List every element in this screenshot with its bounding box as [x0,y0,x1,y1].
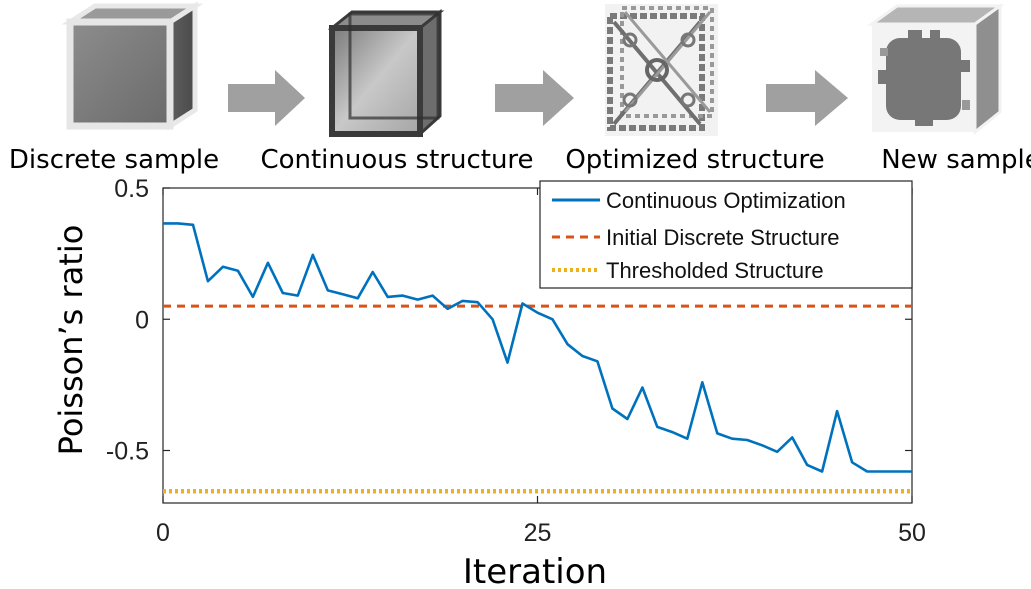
series-lines [163,222,912,473]
y-tick-label: 0.5 [114,175,149,203]
stage-label-new-sample: New sample [881,145,1031,175]
x-tick-label: 25 [524,519,552,547]
arrow-icon [766,70,848,126]
legend: Continuous Optimization Initial Discrete… [539,180,913,289]
legend-label-continuous-optimization: Continuous Optimization [606,188,846,213]
poisson-ratio-chart: 0 25 500.50-0.5 Poisson’s ratio Iteration … [52,175,926,589]
stage-4-new-sample: New sample [867,3,1031,175]
reference-lines [163,304,912,494]
lattice-cube-icon [605,4,718,136]
arrow-icon [495,70,574,126]
axis-ticks: 0 25 50 0.5 0 -0.5 [106,175,926,547]
stage-label-continuous-structure: Continuous structure [260,145,533,175]
solid-gray-cube-icon [61,1,204,131]
x-tick-label: 50 [898,519,926,547]
x-axis-title: Iteration [463,552,607,589]
y-tick-label: -0.5 [106,438,149,466]
legend-label-initial-discrete-structure: Initial Discrete Structure [606,225,840,250]
y-axis-title: Poisson’s ratio [52,225,90,456]
stage-1-discrete-sample: Discrete sample [9,1,219,175]
legend-box [539,180,913,289]
y-tick-label: 0 [135,306,149,334]
patterned-cube-icon [867,3,1005,136]
stage-label-optimized-structure: Optimized structure [565,145,824,175]
arrow-icon [228,70,305,126]
transparent-frame-cube-icon [327,8,445,138]
stage-3-optimized-structure: Optimized structure [565,4,825,175]
legend-label-thresholded-structure: Thresholded Structure [606,258,824,283]
series-line-continuous-optimization [163,222,912,473]
stage-2-continuous-structure: Continuous structure [260,8,534,175]
x-tick-label: 0 [156,519,170,547]
stage-label-discrete-sample: Discrete sample [9,145,219,175]
